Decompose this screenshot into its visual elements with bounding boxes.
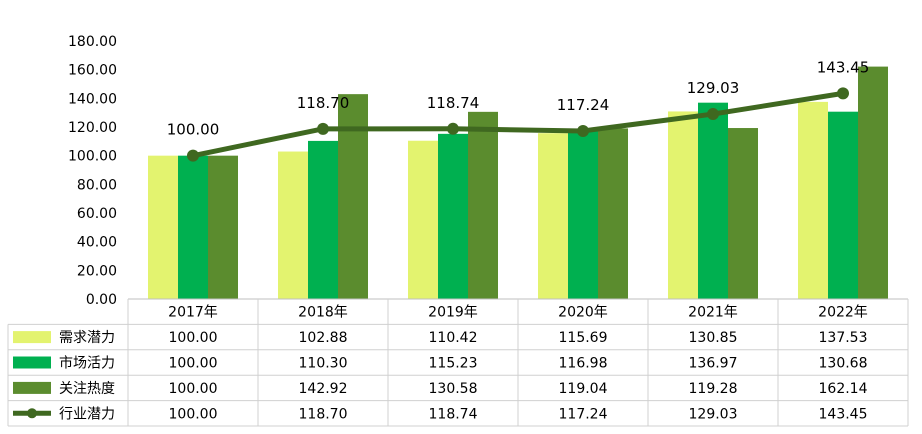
table-cell: 118.74 — [429, 406, 478, 422]
bar-3-6 — [858, 66, 888, 299]
legend-label-2: 市场活力 — [59, 355, 115, 372]
table-cell: 116.98 — [559, 356, 608, 372]
table-cell: 100.00 — [169, 406, 218, 422]
line-point-4 — [577, 124, 589, 137]
legend-label-3: 关注热度 — [59, 381, 115, 397]
line-point-1 — [187, 149, 199, 162]
bar-3-5 — [728, 128, 758, 299]
legend-label-1: 需求潜力 — [59, 330, 115, 346]
y-tick-label: 20.00 — [77, 263, 117, 279]
bar-3-4 — [598, 128, 628, 299]
y-tick-label: 40.00 — [77, 235, 117, 251]
y-tick-label: 0.00 — [86, 292, 117, 308]
y-tick-label: 160.00 — [68, 63, 117, 79]
bar-1-6 — [798, 101, 828, 300]
legend-key-1 — [13, 331, 51, 344]
y-tick-label: 120.00 — [68, 120, 117, 136]
table-cell: 136.97 — [689, 356, 738, 372]
table-cell: 137.53 — [819, 330, 868, 346]
line-series-1 — [192, 90, 844, 159]
category-label: 2017年 — [168, 305, 218, 321]
line-data-label: 143.45 — [817, 58, 870, 76]
bar-1-3 — [408, 140, 438, 299]
table-cell: 162.14 — [819, 381, 868, 397]
bar-3-1 — [208, 155, 238, 299]
line-data-label: 117.24 — [557, 96, 610, 114]
line-data-label: 129.03 — [687, 79, 740, 97]
table-cell: 100.00 — [169, 356, 218, 372]
category-label: 2018年 — [298, 305, 348, 321]
table-cell: 100.00 — [169, 330, 218, 346]
bar-2-2 — [308, 140, 338, 299]
category-label: 2019年 — [428, 305, 478, 321]
line-data-label: 118.74 — [427, 94, 480, 112]
table-cell: 130.58 — [429, 381, 478, 397]
legend-key-marker — [27, 408, 37, 419]
table-cell: 118.70 — [299, 406, 348, 422]
bar-1-1 — [148, 155, 178, 299]
table-cell: 129.03 — [689, 406, 738, 422]
legend-label-4: 行业潜力 — [59, 406, 115, 422]
table-cell: 119.04 — [559, 381, 608, 397]
y-tick-label: 80.00 — [77, 177, 117, 193]
table-cell: 130.68 — [819, 356, 868, 372]
table-cell: 119.28 — [689, 381, 738, 397]
table-cell: 110.42 — [429, 330, 478, 346]
line-data-label: 118.70 — [297, 94, 350, 112]
legend-key-2 — [13, 356, 51, 369]
line-point-3 — [447, 122, 459, 135]
bar-2-6 — [828, 111, 858, 299]
bar-1-2 — [278, 151, 308, 299]
line-data-label: 100.00 — [167, 121, 220, 139]
bar-3-3 — [468, 111, 498, 300]
table-cell: 143.45 — [819, 406, 868, 422]
table-cell: 115.69 — [559, 330, 608, 346]
line-point-5 — [707, 108, 719, 121]
bar-2-1 — [178, 155, 208, 299]
table-cell: 102.88 — [299, 330, 348, 346]
category-label: 2021年 — [688, 305, 738, 321]
table-cell: 142.92 — [299, 381, 348, 397]
line-point-6 — [837, 87, 849, 100]
category-label: 2020年 — [558, 305, 608, 321]
legend-key-3 — [13, 381, 51, 394]
table-cell: 100.00 — [169, 381, 218, 397]
y-tick-label: 100.00 — [68, 149, 117, 165]
bar-1-5 — [668, 111, 698, 299]
bar-3-2 — [338, 94, 368, 299]
bar-2-4 — [568, 131, 598, 299]
y-tick-label: 60.00 — [77, 206, 117, 222]
bar-1-4 — [538, 133, 568, 299]
y-tick-label: 180.00 — [68, 34, 117, 50]
table-cell: 117.24 — [559, 406, 608, 422]
bar-2-5 — [698, 102, 728, 299]
category-label: 2022年 — [818, 305, 868, 321]
y-tick-label: 140.00 — [68, 91, 117, 107]
table-cell: 110.30 — [299, 356, 348, 372]
bar-2-3 — [438, 133, 468, 299]
line-point-2 — [317, 122, 329, 135]
table-cell: 115.23 — [429, 356, 478, 372]
table-cell: 130.85 — [689, 330, 738, 346]
